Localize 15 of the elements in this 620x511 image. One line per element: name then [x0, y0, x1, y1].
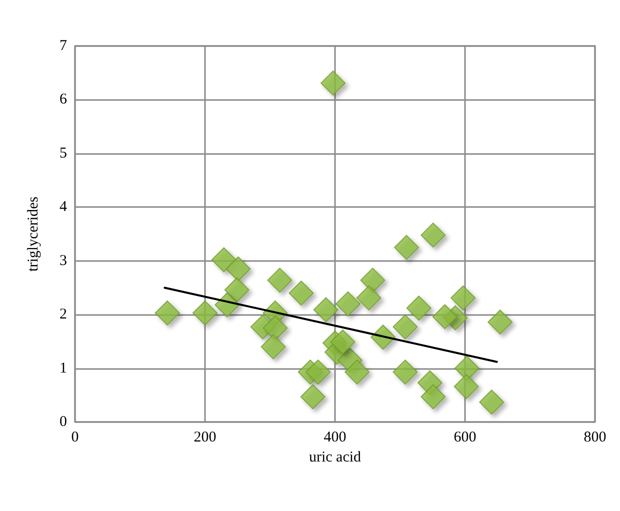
y-tick-label: 3: [60, 252, 67, 269]
y-tick-label: 7: [60, 38, 68, 54]
x-tick-label: 600: [454, 430, 476, 446]
y-tick-label: 5: [60, 145, 67, 162]
x-tick-label: 0: [71, 430, 79, 446]
y-tick-label: 0: [60, 414, 67, 430]
y-tick-label: 1: [60, 360, 67, 376]
x-tick-label: 200: [194, 430, 216, 446]
y-tick-label: 2: [60, 306, 67, 323]
x-tick-label: 400: [324, 430, 346, 446]
y-tick-label: 4: [60, 199, 68, 216]
y-tick-label: 6: [60, 92, 68, 108]
x-axis-title: uric acid: [308, 449, 362, 466]
x-tick-label: 800: [584, 430, 606, 446]
y-axis-title: triglycerides: [26, 196, 42, 272]
